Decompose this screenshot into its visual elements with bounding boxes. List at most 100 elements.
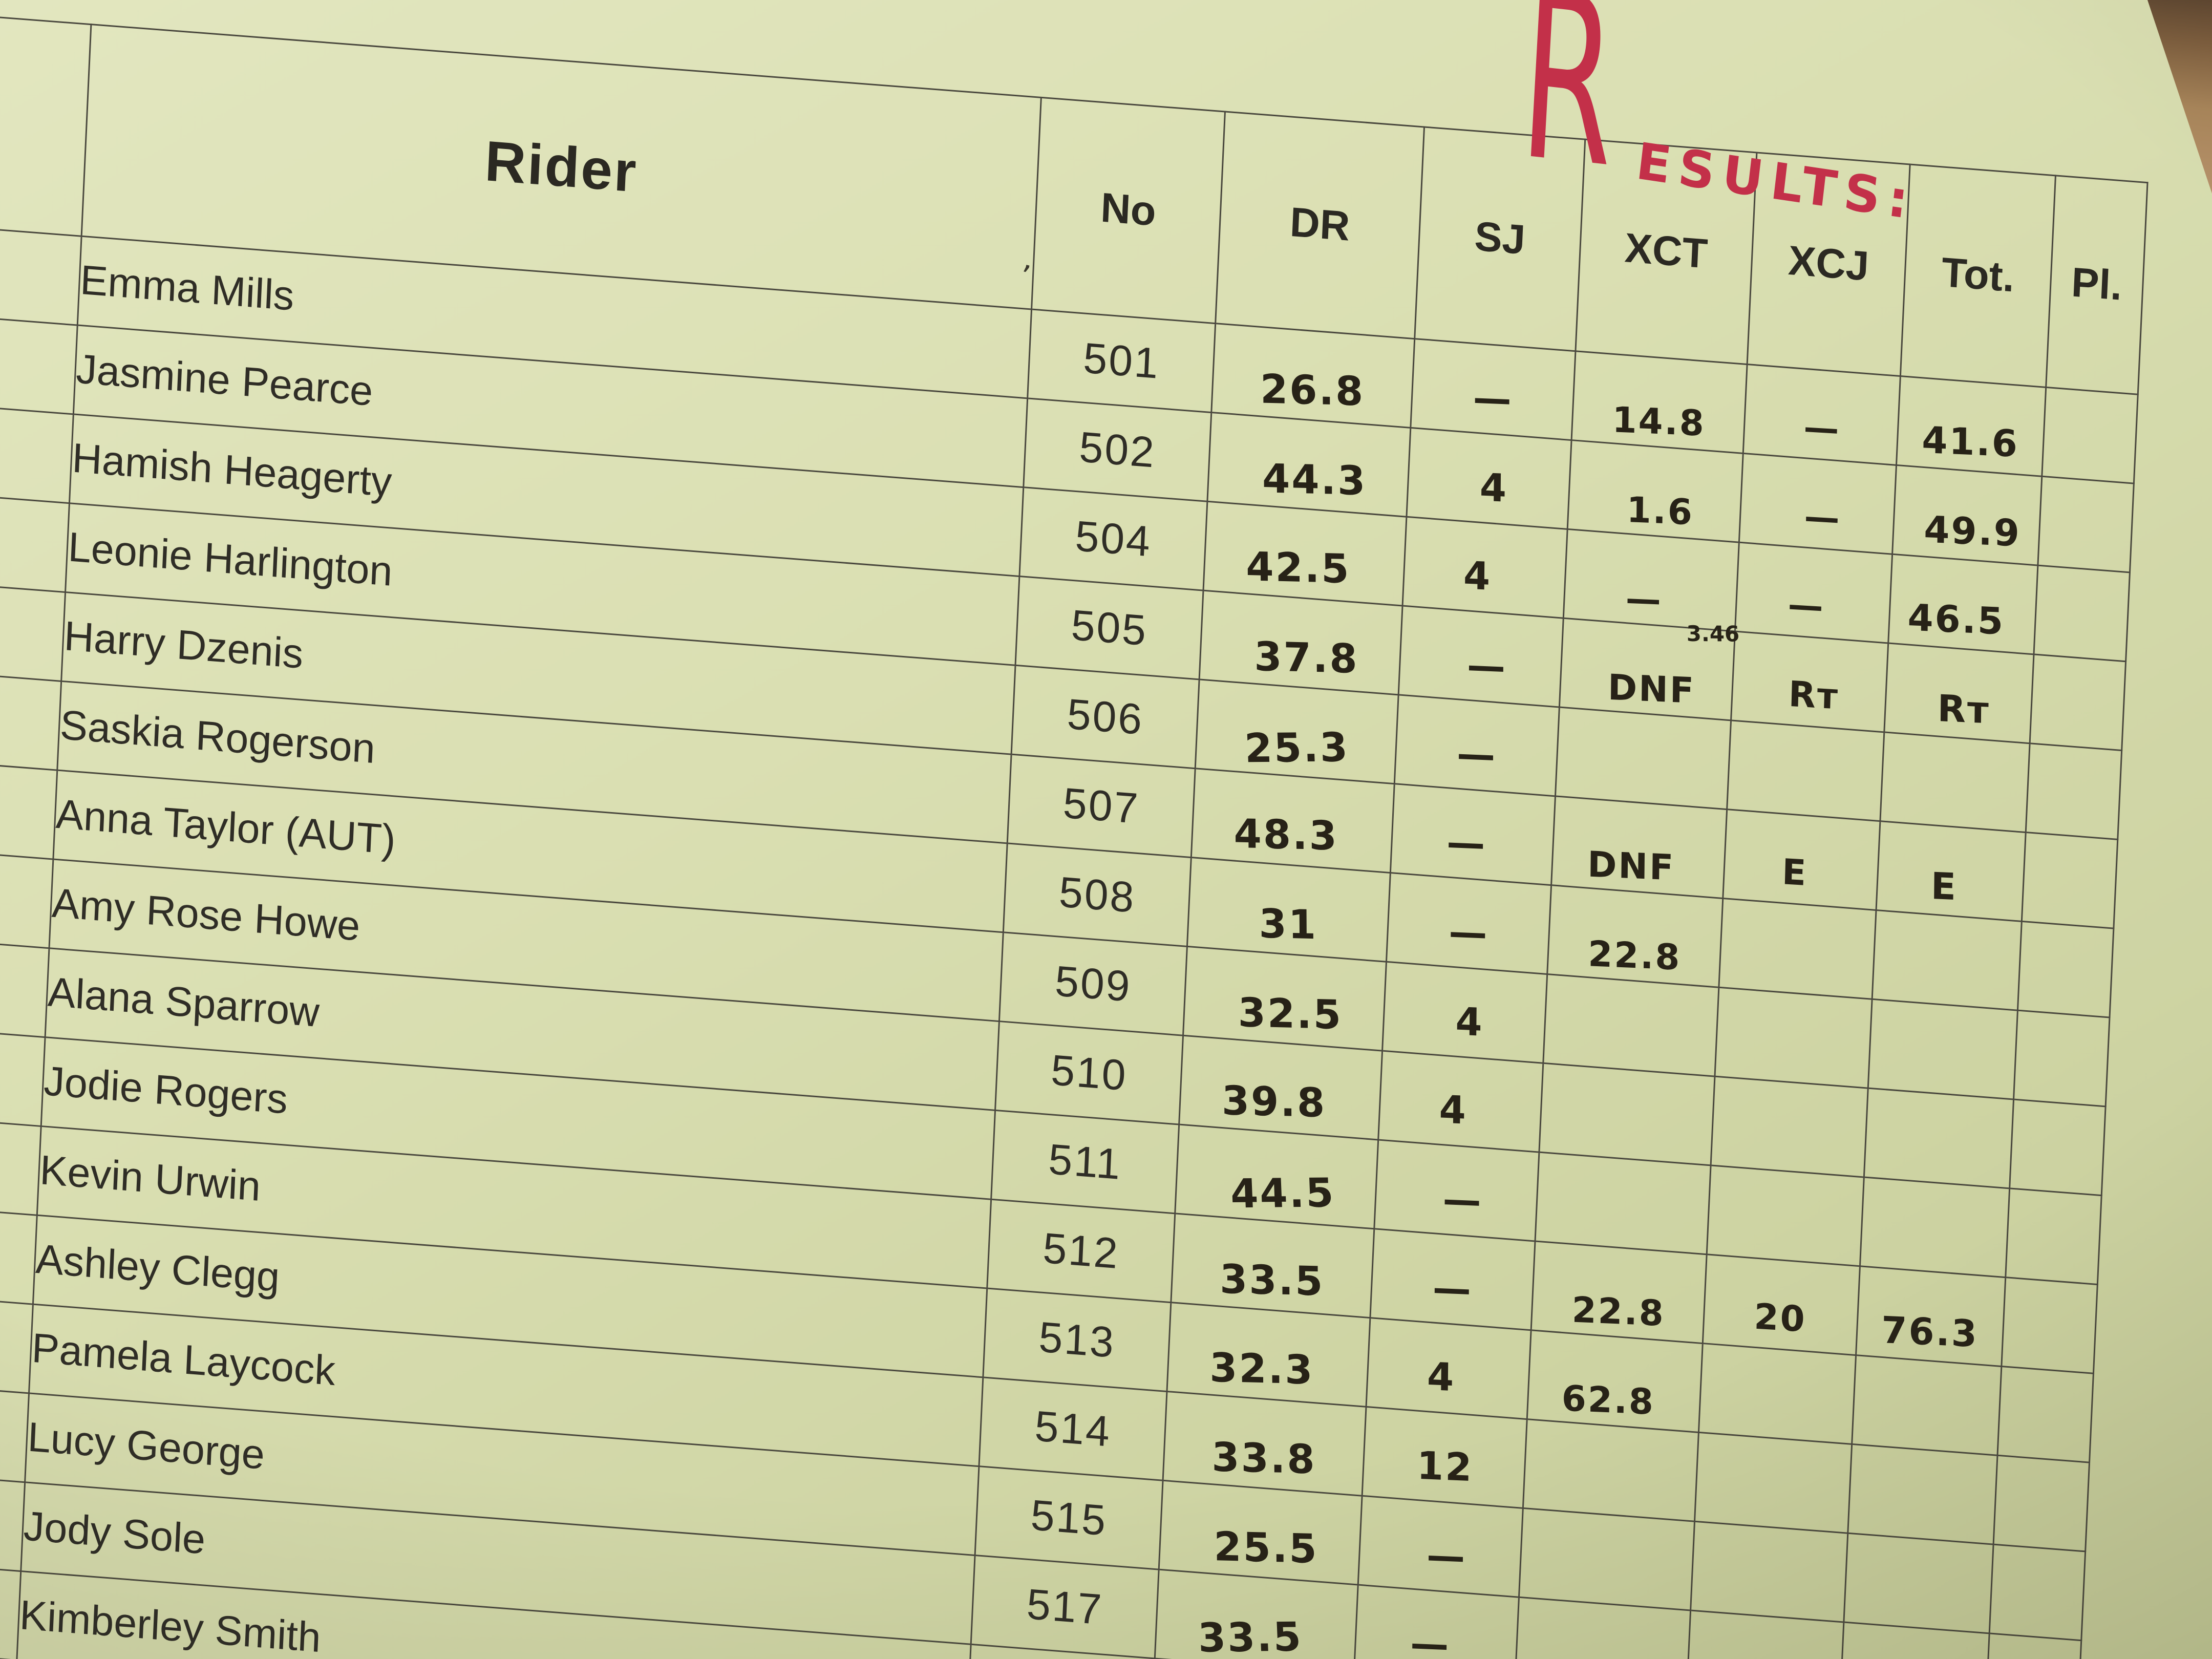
showjumping-value: —	[1409, 1621, 1450, 1659]
xcj-value: —	[1802, 408, 1840, 451]
cross-country-jump-score	[1707, 1165, 1864, 1266]
showjumping-value: —	[1432, 1265, 1473, 1312]
total-value: 76.3	[1882, 1309, 1980, 1356]
showjumping-value: —	[1473, 375, 1514, 422]
left-edge-mark	[0, 673, 61, 771]
xct-value: 22.8	[1588, 935, 1682, 979]
total-score: Rᴛ	[1884, 643, 2034, 743]
rider-number: 505	[1015, 576, 1204, 679]
cross-country-time-score: — 3.46	[1563, 529, 1740, 648]
cross-country-jump-score	[1718, 898, 1877, 999]
table-surface-corner	[2147, 0, 2212, 194]
total-score: 46.5	[1888, 554, 2038, 654]
dressage-score: 48.3	[1191, 768, 1395, 873]
cross-country-jump-score: —	[1735, 542, 1892, 644]
rider-number: 517	[971, 1555, 1159, 1658]
place	[2001, 1277, 2098, 1374]
xct-value: 1.6	[1626, 491, 1694, 534]
dressage-score: 26.8	[1211, 323, 1415, 428]
left-edge-mark	[0, 1029, 46, 1126]
total-value: 49.9	[1923, 508, 2021, 556]
rider-number: 504	[1019, 487, 1207, 591]
cross-country-jump-score	[1714, 987, 1873, 1089]
total-score	[1843, 1533, 1994, 1633]
showjumping-score: —	[1358, 1496, 1523, 1598]
total-value: Rᴛ	[1938, 687, 1991, 733]
showjumping-value: 12	[1416, 1443, 1473, 1491]
total-score: 41.6	[1896, 376, 2046, 477]
left-edge-mark	[0, 584, 66, 682]
total-score	[1852, 1355, 2002, 1456]
left-edge-mark	[0, 762, 57, 859]
xcj-value: E	[1780, 853, 1808, 895]
place	[2041, 387, 2138, 484]
cross-country-time-score	[1543, 974, 1719, 1077]
cross-country-time-score: 62.8	[1527, 1330, 1703, 1433]
total-score	[1847, 1444, 1997, 1545]
place	[2017, 921, 2114, 1018]
total-score	[1868, 999, 2018, 1100]
dressage-value: 39.8	[1221, 1078, 1327, 1127]
left-edge-mark	[0, 228, 82, 326]
cross-country-time-score: DNF	[1551, 796, 1727, 899]
place	[2022, 832, 2118, 929]
dressage-value: 25.5	[1213, 1524, 1318, 1573]
total-score	[1872, 910, 2022, 1011]
dressage-score: 37.8	[1199, 590, 1403, 695]
header-no: No	[1031, 97, 1225, 324]
xct-value: 14.8	[1612, 401, 1706, 445]
showjumping-score: —	[1370, 1228, 1536, 1330]
dressage-value: 44.3	[1262, 456, 1367, 505]
xcj-value: 20	[1754, 1298, 1808, 1341]
cross-country-time-score	[1523, 1419, 1699, 1522]
dressage-value: 32.3	[1209, 1345, 1314, 1394]
dressage-value: 42.5	[1245, 544, 1351, 593]
header-dr: DR	[1215, 112, 1424, 339]
rider-number: 512	[987, 1199, 1175, 1303]
place	[1997, 1366, 2094, 1463]
xct-value: DNF	[1608, 668, 1696, 712]
cross-country-time-score: 14.8	[1571, 351, 1748, 454]
total-value: 46.5	[1907, 596, 2005, 644]
header-pl: Pl.	[2046, 175, 2148, 395]
showjumping-score: —	[1354, 1585, 1519, 1659]
showjumping-value: 4	[1480, 465, 1509, 511]
rider-number: 514	[979, 1377, 1167, 1481]
rider-number: 506	[1011, 665, 1200, 769]
xcj-value: —	[1787, 585, 1825, 628]
total-score	[1880, 732, 2030, 833]
cross-country-jump-score: —	[1739, 453, 1897, 555]
left-edge-mark	[0, 495, 70, 592]
cross-country-time-score: 1.6	[1567, 440, 1743, 543]
xcj-value: Rᴛ	[1789, 675, 1841, 718]
dressage-value: 32.5	[1238, 990, 1343, 1039]
place	[2005, 1188, 2102, 1285]
showjumping-score: —	[1410, 338, 1576, 440]
showjumping-score: —	[1386, 873, 1551, 974]
cross-country-jump-score	[1698, 1343, 1856, 1444]
left-edge-mark	[0, 1295, 33, 1393]
total-score: 49.9	[1892, 465, 2042, 566]
cross-country-jump-score	[1690, 1521, 1848, 1623]
dressage-value: 48.3	[1233, 811, 1338, 860]
xcj-value: —	[1803, 497, 1842, 540]
dressage-value: 44.5	[1229, 1170, 1336, 1218]
showjumping-value: —	[1426, 1533, 1466, 1580]
left-edge-mark	[0, 1207, 37, 1305]
cross-country-time-score: 22.8	[1531, 1241, 1707, 1344]
table-body: Emma Mills 501 26.8 — 14.8 — 41.6 E Jasm…	[0, 228, 2138, 1659]
total-score: E	[1876, 821, 2026, 922]
place	[2034, 565, 2130, 662]
xct-small-note: 3.46	[1687, 622, 1741, 648]
dressage-score: 33.8	[1163, 1391, 1367, 1496]
cross-country-jump-score	[1711, 1076, 1868, 1177]
dressage-value: 31	[1259, 901, 1318, 949]
xct-value: —	[1625, 580, 1663, 622]
rider-number: 510	[995, 1021, 1183, 1125]
left-edge-mark	[0, 1118, 41, 1216]
dressage-score: 44.5	[1175, 1124, 1378, 1229]
cross-country-jump-score: Rᴛ	[1731, 631, 1888, 732]
results-title-initial: R	[1515, 0, 1622, 219]
showjumping-score: —	[1374, 1139, 1539, 1241]
